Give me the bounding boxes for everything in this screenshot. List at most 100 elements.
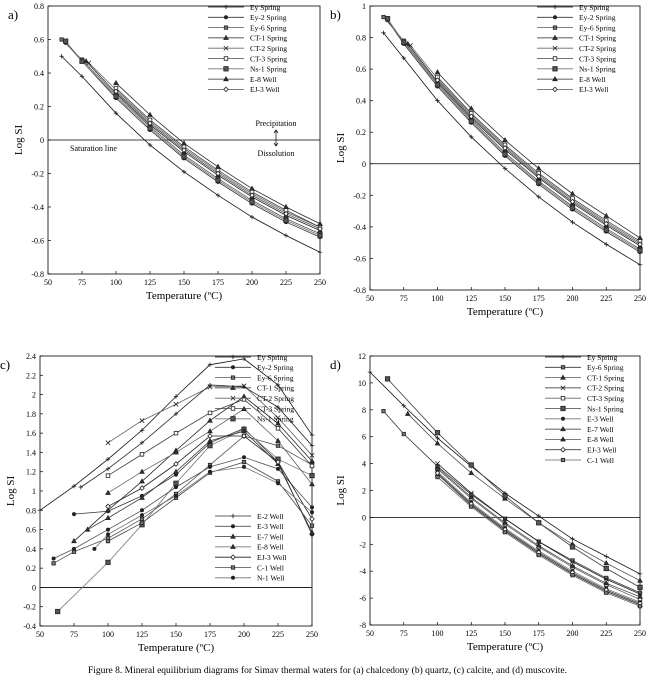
data-point	[502, 145, 508, 151]
x-tick-label: 200	[246, 278, 258, 287]
data-point	[207, 428, 213, 434]
legend-marker	[560, 395, 566, 401]
legend-label: E-2 Well	[257, 512, 284, 521]
data-point	[207, 410, 213, 416]
legend-label: CT-2 Spring	[579, 44, 616, 53]
data-point	[468, 118, 474, 124]
y-tick-label: 8	[362, 406, 366, 415]
data-point	[434, 77, 441, 84]
series-e-7-well	[84, 428, 315, 535]
data-point	[275, 382, 281, 388]
data-point	[637, 241, 643, 248]
data-point	[207, 469, 212, 474]
series-line	[437, 468, 641, 600]
data-point	[469, 504, 474, 509]
data-point	[139, 508, 144, 513]
data-point	[570, 536, 575, 542]
data-point	[173, 401, 179, 407]
y-tick-label: 0.6	[26, 526, 36, 535]
data-point	[381, 30, 386, 36]
legend-marker	[552, 45, 558, 51]
legend-marker	[230, 365, 235, 370]
legend-marker	[230, 554, 236, 561]
data-point	[404, 410, 411, 416]
legend-label: CT-3 Spring	[587, 394, 624, 403]
data-point	[181, 154, 187, 160]
data-point	[435, 435, 440, 441]
data-point	[604, 242, 609, 247]
x-tick-label: 75	[400, 294, 408, 303]
legend-label: Ey Spring	[257, 353, 287, 362]
data-point	[241, 397, 247, 402]
series-ct-2-spring	[86, 60, 323, 230]
data-point	[434, 82, 441, 88]
data-point	[569, 205, 576, 211]
data-point	[536, 513, 541, 519]
double-arrow-icon	[273, 129, 279, 147]
data-point	[241, 464, 246, 469]
legend-label: Ey-6 Spring	[250, 23, 287, 32]
data-point	[603, 560, 610, 566]
y-tick-label: -8	[359, 621, 366, 630]
x-tick-label: 75	[78, 278, 86, 287]
data-point	[78, 484, 83, 490]
x-tick-label: 100	[432, 294, 444, 303]
y-tick-label: 1.2	[26, 468, 36, 477]
data-point	[72, 546, 77, 551]
data-point	[105, 473, 111, 478]
y-tick-label: 10	[358, 379, 366, 388]
data-point	[63, 38, 69, 44]
data-point	[181, 169, 187, 175]
series-line	[57, 428, 313, 612]
x-tick-label: 225	[600, 294, 612, 303]
chart-panel-d: 50 75 100 125 150 175 200 225 250 -8 -6 -4 -2 0 2 4 6 8 10…	[330, 352, 646, 653]
legend-marker	[230, 354, 236, 360]
x-tick-label: 125	[465, 294, 477, 303]
series-e-8-well	[434, 464, 643, 599]
data-point	[283, 203, 289, 209]
data-point	[173, 461, 179, 467]
legend-label: CT-3 Spring	[250, 54, 287, 63]
x-tick-label: 175	[204, 630, 216, 639]
x-axis-title: Temperature (ºC)	[146, 290, 223, 302]
y-tick-label: 0.2	[356, 128, 366, 137]
data-point	[309, 457, 315, 464]
data-point	[173, 394, 179, 399]
data-point	[435, 474, 440, 480]
data-point	[207, 362, 213, 367]
chart-panel-a: 50 75 100 125 150 175 200 225 250 -0.8 -0.6 -0.4 -0.…	[8, 2, 326, 302]
data-point	[502, 530, 508, 535]
data-point	[207, 464, 212, 469]
series-line	[437, 76, 641, 242]
x-tick-label: 50	[36, 630, 44, 639]
y-tick-label: -0.4	[31, 203, 44, 212]
data-point	[604, 590, 609, 595]
saturation-line-label: Saturation line	[70, 144, 117, 153]
data-point	[147, 120, 153, 127]
data-point	[468, 113, 475, 120]
data-point	[139, 428, 145, 433]
series-ct-2-spring	[435, 461, 643, 597]
data-point	[468, 462, 474, 468]
legend-marker	[230, 524, 235, 529]
legend-label: CT-3 Spring	[579, 54, 616, 63]
data-point	[139, 520, 145, 525]
data-point	[469, 134, 474, 140]
data-point	[113, 79, 119, 86]
y-tick-label: 0.6	[356, 65, 366, 74]
data-point	[105, 539, 111, 544]
legend-marker	[560, 354, 566, 360]
data-point	[79, 58, 85, 64]
y-tick-label: 6	[362, 433, 366, 442]
y-tick-label: -2	[359, 540, 366, 549]
series-ns-1-spring	[384, 16, 643, 254]
data-point	[502, 516, 508, 522]
data-point	[502, 519, 508, 525]
legend-label: E-8 Well	[257, 543, 284, 552]
panel-label: d)	[330, 357, 341, 372]
data-point	[139, 468, 145, 474]
data-point	[105, 466, 111, 472]
data-point	[637, 262, 643, 267]
